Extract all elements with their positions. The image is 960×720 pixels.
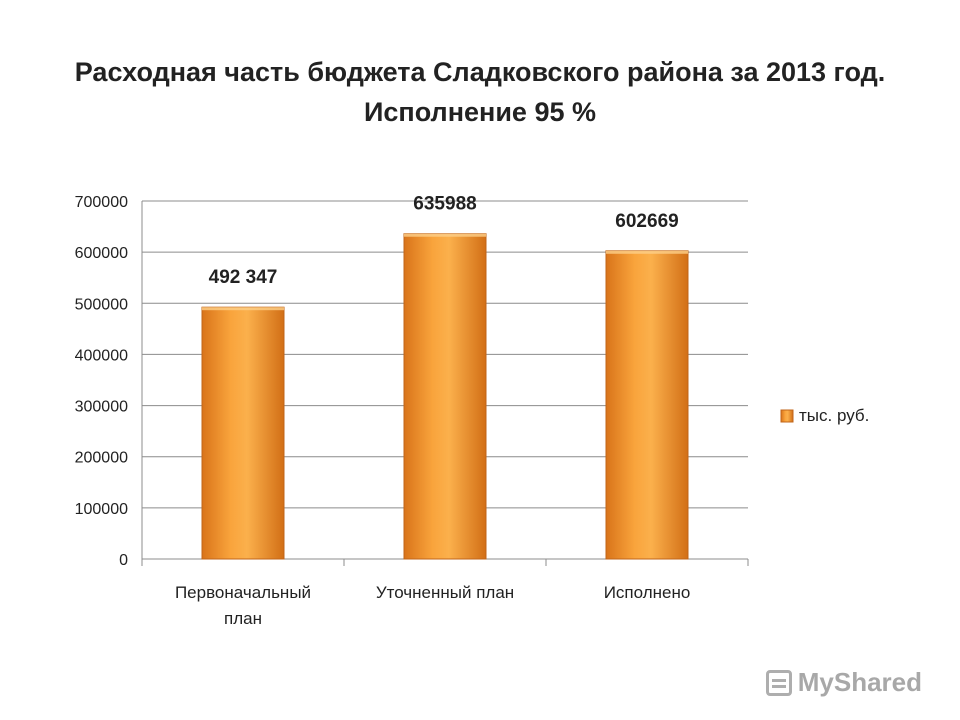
y-tick-label: 500000 bbox=[75, 296, 128, 313]
bar-highlight bbox=[606, 250, 688, 254]
x-tick-label: Исполнено bbox=[604, 583, 691, 602]
y-tick-label: 200000 bbox=[75, 450, 128, 467]
legend-swatch bbox=[780, 409, 794, 423]
chart-title-line-2: Исполнение 95 % bbox=[364, 97, 596, 127]
data-label: 635988 bbox=[413, 194, 476, 215]
y-tick-label: 0 bbox=[119, 552, 128, 569]
watermark-text: MyShared bbox=[797, 667, 922, 697]
y-tick-label: 700000 bbox=[75, 194, 128, 211]
bar bbox=[201, 306, 285, 560]
bar-highlight bbox=[404, 233, 486, 237]
y-tick-label: 400000 bbox=[75, 347, 128, 364]
y-tick-label: 100000 bbox=[75, 501, 128, 518]
x-tick-label: Первоначальный bbox=[175, 583, 311, 602]
chart-title-line-1: Расходная часть бюджета Сладковского рай… bbox=[74, 57, 886, 87]
watermark: MyShared bbox=[765, 667, 922, 698]
x-tick-label: Уточненный план bbox=[376, 583, 514, 602]
y-tick-label: 300000 bbox=[75, 399, 128, 416]
presentation-icon bbox=[765, 669, 792, 696]
legend-label: тыс. руб. bbox=[799, 406, 869, 425]
x-tick-label: план bbox=[224, 609, 262, 628]
bar bbox=[605, 250, 689, 560]
data-label: 492 347 bbox=[209, 267, 278, 288]
data-label: 602669 bbox=[615, 211, 678, 232]
bar bbox=[403, 233, 487, 560]
y-tick-label: 600000 bbox=[75, 245, 128, 262]
bar-highlight bbox=[202, 307, 284, 311]
chart-title: Расходная часть бюджета Сладковского рай… bbox=[0, 52, 960, 132]
